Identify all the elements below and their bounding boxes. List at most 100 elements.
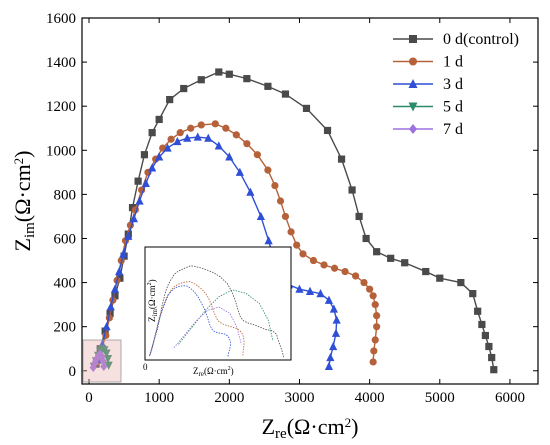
data-point [243,140,251,148]
data-point [271,181,279,190]
data-point [330,264,339,272]
data-point [140,151,149,159]
data-point [474,307,482,315]
legend-item: 5 d [393,99,463,116]
data-point [281,212,290,221]
data-point [264,236,273,245]
data-point [115,266,124,276]
data-point [362,234,370,243]
x-tick-label: 3000 [284,390,314,406]
legend-marker [409,124,417,134]
legend-label: 5 d [443,99,463,116]
x-tick-label: 2000 [214,390,244,406]
data-point [148,163,157,172]
data-point [329,341,338,351]
plot-frame [81,17,539,385]
data-point [360,278,368,287]
x-axis-title: Zre(Ω·cm2) [262,414,359,442]
zoom-region-highlight [82,339,122,383]
data-point [373,248,381,256]
data-point [371,301,379,309]
inset-origin-label: 0 [143,362,148,372]
data-point [324,295,334,304]
data-point [173,136,182,146]
data-point [211,120,219,128]
data-point [243,75,251,83]
data-point [324,361,334,370]
data-point [337,155,346,163]
data-point [176,129,184,137]
y-tick-label: 800 [54,187,77,203]
y-tick-label: 200 [54,320,77,336]
data-point [373,323,381,331]
data-point [329,304,338,313]
data-point [276,197,285,205]
data-point [481,331,489,340]
data-point [129,214,139,223]
data-point [103,355,113,364]
plot-area-border [81,17,539,385]
data-point [99,356,107,366]
inset-series-line [148,265,284,358]
data-point [155,115,163,124]
data-point [183,133,192,142]
data-point [204,133,213,142]
data-point [281,90,290,98]
data-point [295,284,304,293]
series-layer [89,68,498,374]
data-point [89,362,97,373]
legend-label: 3 d [443,76,463,93]
data-point [102,322,111,331]
data-point [490,366,498,374]
data-point [371,336,379,344]
data-point [222,124,230,132]
y-axis-title: Zim(Ω·cm2) [10,150,38,251]
data-point [355,212,363,221]
data-point [187,124,195,132]
legend-item: 7 d [393,121,463,138]
data-point [488,353,496,362]
data-point [253,151,261,159]
data-point [102,349,111,358]
data-point [332,315,341,324]
data-point [256,211,265,221]
data-point [370,347,378,355]
data-point [197,121,205,129]
x-tick-label: 4000 [355,390,385,406]
legend-label: 7 d [443,121,463,138]
y-tick-label: 1200 [46,99,76,115]
y-tick-label: 1000 [46,143,76,159]
data-point [135,196,144,205]
data-point [316,289,325,298]
inset-zoom-plot: 0 Zre(Ω·cm2) Zim(Ω·cm2) [143,246,292,378]
data-point [110,284,120,293]
data-point [457,278,465,287]
y-axis-ticks: 0 200 400 600 800 1000 1200 1400 1600 [46,11,538,380]
data-point [197,76,205,84]
data-point [478,320,486,329]
series-3-d [94,132,341,370]
legend-item: 1 d [393,54,463,71]
data-point [155,152,164,161]
data-point [91,358,99,368]
data-point [369,292,377,300]
data-point [348,186,356,194]
data-point [124,231,133,240]
data-point [320,261,328,269]
data-point [225,152,234,161]
data-point [180,84,188,93]
data-point [309,256,318,265]
data-point [148,129,156,137]
data-point [232,131,240,139]
legend-label: 0 d(control) [443,31,519,48]
x-tick-label: 1000 [144,390,174,406]
x-axis-ticks: 0 1000 2000 3000 4000 5000 6000 [85,18,525,406]
data-point [326,352,335,362]
legend-marker [409,35,417,43]
data-point [366,285,374,293]
inset-series-layer [148,265,284,358]
legend-item: 0 d(control) [393,31,519,48]
inset-series-line [149,285,231,357]
data-point [293,241,301,249]
